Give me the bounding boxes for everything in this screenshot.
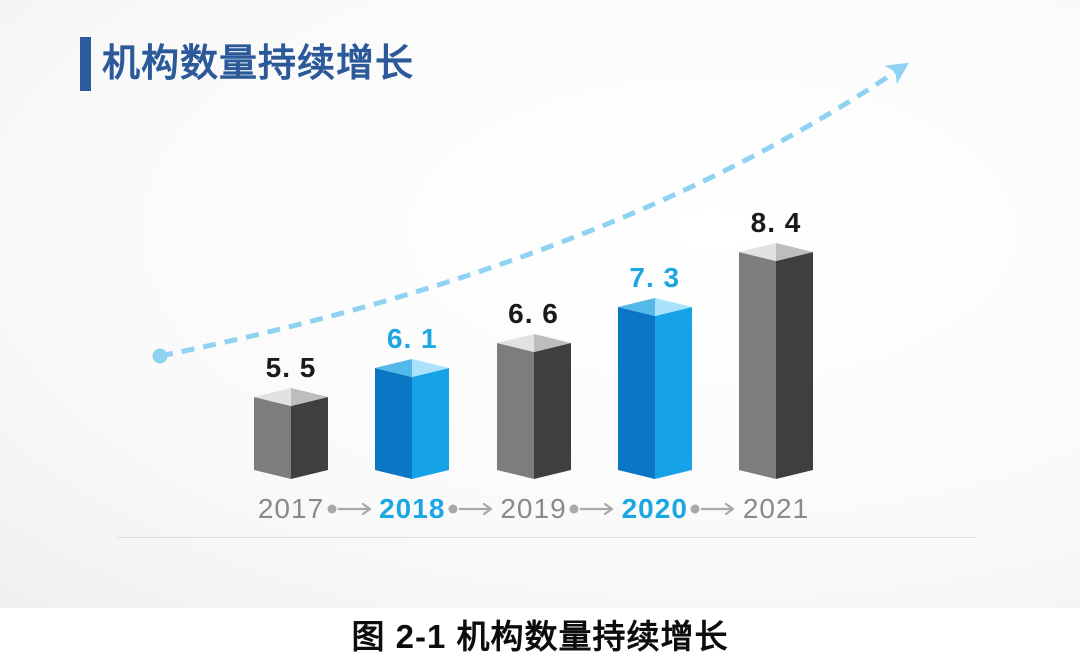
- bar-group-2019: 6. 6: [489, 298, 579, 481]
- bar-value-label-2019: 6. 6: [508, 298, 559, 329]
- title-accent-bar: [80, 37, 91, 91]
- caption-area: 图 2-1 机构数量持续增长: [0, 608, 1080, 657]
- bar-prism-2020: [617, 298, 692, 479]
- baseline-divider: [117, 537, 975, 538]
- year-connector-arrow-icon: [447, 501, 499, 517]
- slide-title-row: 机构数量持续增长: [80, 37, 414, 91]
- bar-prism-2017: [254, 388, 328, 479]
- year-label-2017: 2017: [257, 493, 325, 524]
- year-row: 2017 2018 2019 2020 2021: [257, 493, 810, 524]
- year-connector-arrow-icon: [568, 501, 620, 517]
- bar-group-2017: 5. 5: [246, 352, 336, 481]
- year-label-2020: 2020: [621, 493, 688, 524]
- bar-group-2020: 7. 3: [610, 262, 700, 481]
- bar-group-2021: 8. 4: [731, 207, 821, 481]
- year-label-2021: 2021: [742, 493, 810, 524]
- bar-value-label-2017: 5. 5: [265, 352, 317, 383]
- bar-prism-2021: [739, 243, 813, 479]
- bar-prism-2019: [496, 334, 571, 479]
- bars-layer: 5. 5 6. 1 6. 6 7. 3 8. 4: [246, 207, 821, 481]
- year-label-2019: 2019: [500, 493, 567, 524]
- trend-dashed-arrow: [152, 62, 909, 364]
- slide: 机构数量持续增长 5. 5 6. 1 6. 6 7. 3 8. 4 2017 2018 20…: [0, 0, 1080, 608]
- bar-value-label-2020: 7. 3: [629, 262, 681, 293]
- bar-value-label-2021: 8. 4: [750, 207, 802, 238]
- figure-caption: 图 2-1 机构数量持续增长: [351, 618, 729, 655]
- trend-curve-path: [159, 62, 909, 359]
- year-connector-arrow-icon: [326, 501, 378, 517]
- page-title: 机构数量持续增长: [102, 43, 415, 85]
- bar-group-2018: 6. 1: [367, 323, 457, 481]
- year-connector-arrow-icon: [689, 501, 741, 517]
- bar-prism-2018: [375, 359, 450, 479]
- bar-value-label-2018: 6. 1: [386, 323, 438, 354]
- year-label-2018: 2018: [379, 493, 446, 524]
